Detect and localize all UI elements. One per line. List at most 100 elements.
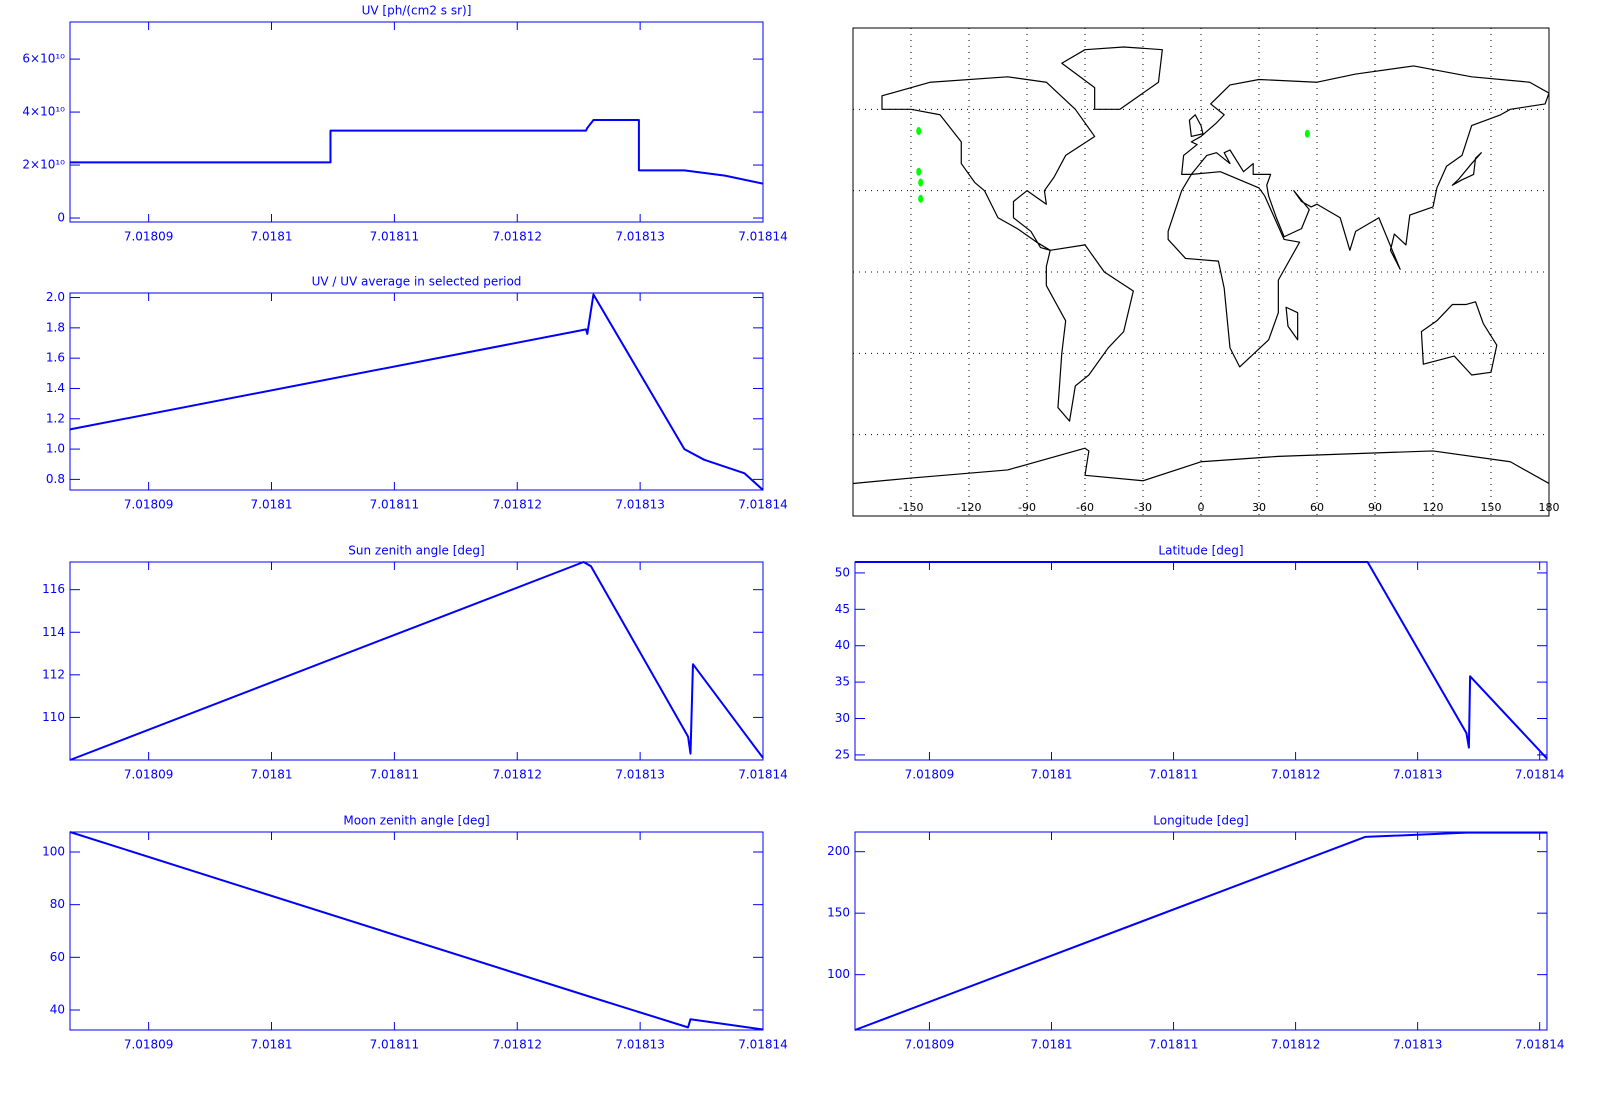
y-tick-label: 2×10¹⁰ (22, 158, 65, 172)
plot-frame (69, 292, 764, 491)
y-tick-label: 60 (50, 950, 65, 964)
y-tick-label: 2.0 (46, 290, 65, 304)
y-tick-label: 40 (835, 638, 850, 652)
plot-frame (69, 21, 764, 223)
x-tick-label: 7.01813 (1393, 1038, 1443, 1052)
y-tick-label: 100 (827, 967, 850, 981)
coastline (1062, 47, 1163, 109)
x-tick-label: -150 (899, 501, 924, 514)
x-tick-label: 7.01811 (370, 498, 420, 512)
y-tick-label: 30 (835, 711, 850, 725)
y-tick-label: 1.8 (46, 320, 65, 334)
x-tick-label: 7.01812 (492, 1038, 542, 1052)
x-tick-label: 7.01811 (370, 1038, 420, 1052)
x-tick-label: 7.01814 (738, 230, 788, 244)
coastline (1189, 115, 1203, 137)
coastline (882, 77, 1095, 251)
coastline (1168, 172, 1299, 367)
x-tick-label: 7.01813 (615, 768, 665, 782)
x-tick-label: 7.0181 (251, 768, 293, 782)
x-tick-label: 7.01811 (1149, 1038, 1199, 1052)
y-tick-label: 45 (835, 602, 850, 616)
x-tick-label: 90 (1368, 501, 1382, 514)
coastline (1286, 307, 1298, 340)
x-tick-label: 7.0181 (1030, 1038, 1072, 1052)
x-tick-label: 7.01809 (124, 1038, 174, 1052)
chart-title: UV / UV average in selected period (312, 275, 522, 289)
y-tick-label: 6×10¹⁰ (22, 52, 65, 66)
x-tick-label: 7.01814 (738, 768, 788, 782)
x-tick-label: 7.01811 (370, 768, 420, 782)
track-point (1304, 129, 1310, 138)
x-tick-label: 7.0181 (251, 230, 293, 244)
y-tick-label: 116 (42, 582, 65, 596)
data-line (855, 561, 1548, 760)
y-tick-label: 50 (835, 565, 850, 579)
x-tick-label: 7.01812 (492, 768, 542, 782)
y-tick-label: 35 (835, 675, 850, 689)
y-tick-label: 150 (827, 906, 850, 920)
data-line (69, 561, 764, 761)
y-tick-label: 0.8 (46, 472, 65, 486)
data-line (854, 831, 1547, 1031)
x-tick-label: 7.01814 (1515, 1038, 1565, 1052)
x-tick-label: -90 (1018, 501, 1036, 514)
y-tick-label: 1.2 (46, 411, 65, 425)
x-tick-label: 0 (1198, 501, 1205, 514)
plot-frame (69, 561, 764, 761)
data-line (69, 293, 764, 491)
plot-frame (854, 831, 1548, 1031)
chart-title: Sun zenith angle [deg] (348, 544, 484, 558)
x-tick-label: 7.01811 (370, 230, 420, 244)
coastline (1182, 66, 1549, 269)
x-tick-label: 30 (1252, 501, 1266, 514)
x-tick-label: 7.01809 (124, 498, 174, 512)
x-tick-label: 7.01811 (1149, 768, 1199, 782)
x-tick-label: -30 (1134, 501, 1152, 514)
x-tick-label: 150 (1481, 501, 1502, 514)
track-point (918, 178, 924, 187)
x-tick-label: 7.0181 (1030, 768, 1072, 782)
x-tick-label: 7.01813 (615, 498, 665, 512)
data-line (70, 119, 764, 185)
x-tick-label: 7.0181 (251, 1038, 293, 1052)
x-tick-label: 7.01812 (1271, 1038, 1321, 1052)
x-tick-label: 7.01809 (905, 1038, 955, 1052)
coastline (1452, 153, 1481, 186)
x-tick-label: 7.01812 (492, 230, 542, 244)
world-map (853, 47, 1549, 483)
x-tick-label: 7.01813 (615, 1038, 665, 1052)
x-tick-label: 7.01809 (124, 230, 174, 244)
chart-title: Moon zenith angle [deg] (343, 814, 489, 828)
x-tick-label: -120 (957, 501, 982, 514)
x-tick-label: 180 (1539, 501, 1560, 514)
x-tick-label: 7.01813 (1393, 768, 1443, 782)
x-tick-label: 7.01814 (738, 498, 788, 512)
y-tick-label: 200 (827, 844, 850, 858)
y-tick-label: 112 (42, 667, 65, 681)
y-tick-label: 80 (50, 897, 65, 911)
y-tick-label: 114 (42, 625, 65, 639)
x-tick-label: 7.01812 (492, 498, 542, 512)
x-tick-label: 7.01814 (738, 1038, 788, 1052)
coastline (1046, 245, 1133, 421)
x-tick-label: 120 (1423, 501, 1444, 514)
plot-frame (69, 831, 764, 1031)
x-tick-label: 7.01814 (1515, 768, 1565, 782)
plot-frame (854, 561, 1548, 761)
y-tick-label: 100 (42, 845, 65, 859)
x-tick-label: 60 (1310, 501, 1324, 514)
chart-title: UV [ph/(cm2 s sr)] (362, 4, 472, 18)
x-tick-label: 7.0181 (251, 498, 293, 512)
chart-title: Longitude [deg] (1153, 814, 1248, 828)
data-line (69, 831, 764, 1031)
x-tick-label: 7.01812 (1271, 768, 1321, 782)
x-tick-label: 7.01813 (615, 230, 665, 244)
x-tick-label: 7.01809 (124, 768, 174, 782)
track-point (916, 167, 922, 176)
y-tick-label: 0 (57, 211, 65, 225)
y-tick-label: 25 (835, 747, 850, 761)
chart-title: Latitude [deg] (1158, 544, 1243, 558)
